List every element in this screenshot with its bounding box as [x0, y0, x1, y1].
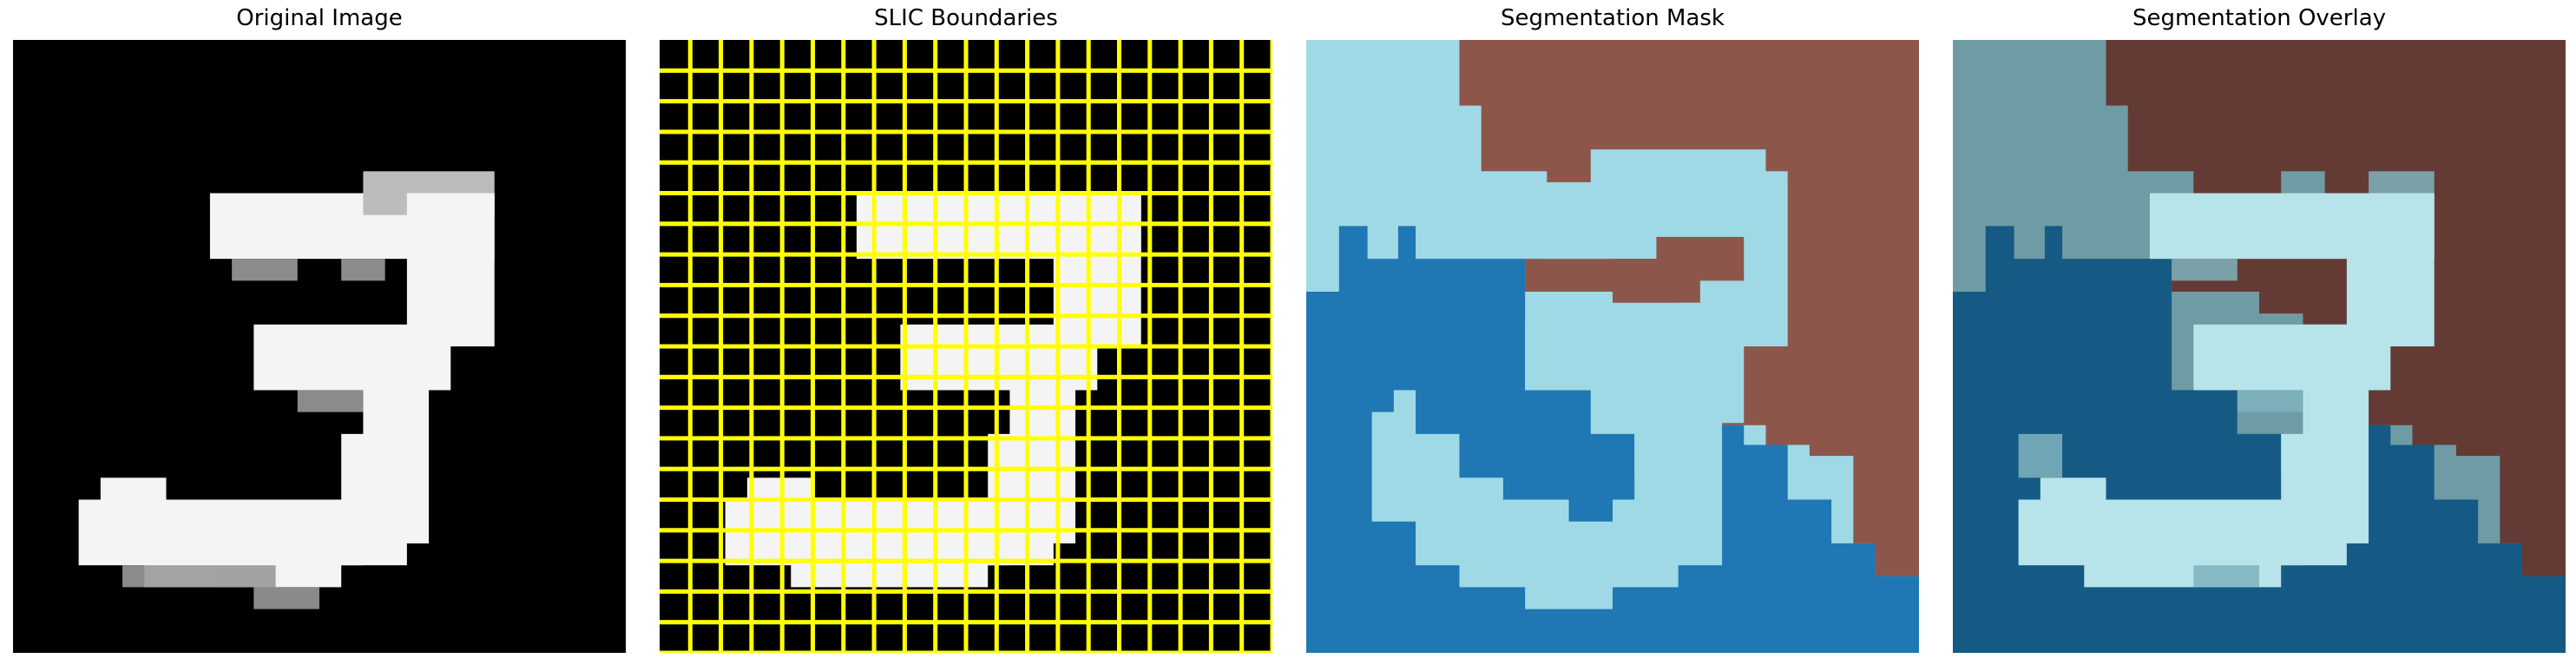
- slic-boundaries-image: [660, 40, 1272, 653]
- original-image: [13, 40, 626, 653]
- panel-title-overlay: Segmentation Overlay: [2132, 5, 2387, 31]
- panel-title-slic: SLIC Boundaries: [874, 5, 1058, 31]
- slic-boundaries-canvas: [660, 40, 1272, 653]
- original-image-canvas: [13, 40, 626, 653]
- segmentation-mask-image: [1306, 40, 1919, 653]
- panel-original: Original Image: [13, 0, 626, 665]
- panel-title-mask: Segmentation Mask: [1501, 5, 1725, 31]
- segmentation-overlay-canvas: [1953, 40, 2566, 653]
- panel-slic: SLIC Boundaries: [660, 0, 1272, 665]
- panel-overlay: Segmentation Overlay: [1953, 0, 2566, 665]
- panel-mask: Segmentation Mask: [1306, 0, 1919, 665]
- panel-title-original: Original Image: [236, 5, 403, 31]
- segmentation-mask-canvas: [1306, 40, 1919, 653]
- segmentation-overlay-image: [1953, 40, 2566, 653]
